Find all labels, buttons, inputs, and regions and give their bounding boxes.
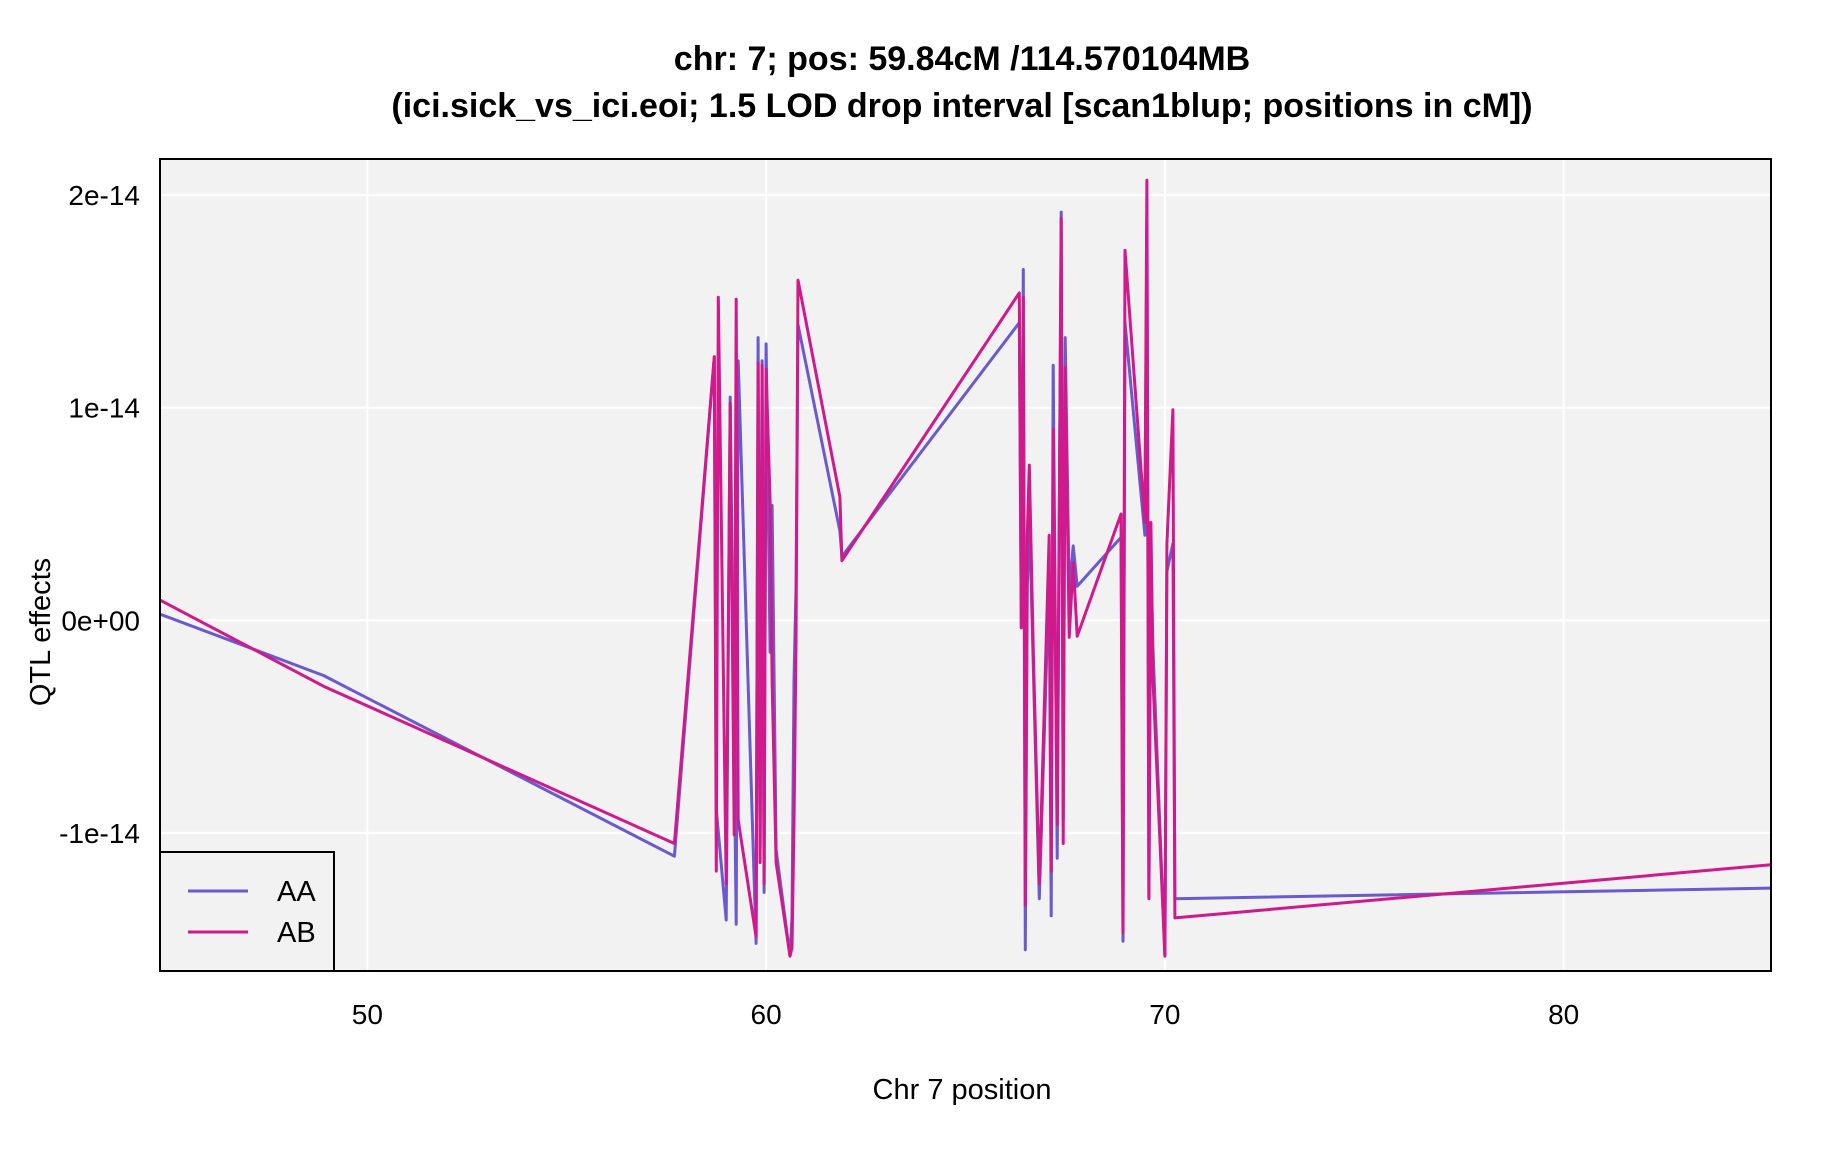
x-tick-label: 80: [1548, 999, 1579, 1030]
y-axis-label: QTL effects: [25, 558, 57, 706]
x-axis-ticks: 50 60 70 80: [352, 999, 1579, 1030]
legend-label-aa: AA: [277, 876, 316, 908]
y-tick-label: 2e-14: [68, 180, 140, 211]
y-tick-label: 0e+00: [61, 605, 140, 636]
series-layer: [160, 178, 1771, 958]
x-tick-label: 70: [1149, 999, 1180, 1030]
y-tick-label: 1e-14: [68, 393, 140, 424]
y-tick-label: -1e-14: [59, 818, 140, 849]
x-tick-label: 60: [751, 999, 782, 1030]
chart-title: chr: 7; pos: 59.84cM /114.570104MB: [674, 40, 1250, 78]
plot-border: [159, 158, 1772, 972]
plot-area: [160, 159, 1771, 971]
legend-box: [159, 851, 335, 972]
legend-label-ab: AB: [277, 917, 316, 949]
chart-subtitle: (ici.sick_vs_ici.eoi; 1.5 LOD drop inter…: [391, 87, 1532, 125]
legend: AA AB: [159, 851, 335, 972]
series-line-ab: [160, 178, 1771, 958]
x-tick-label: 50: [352, 999, 383, 1030]
x-axis-label: Chr 7 position: [873, 1074, 1052, 1106]
y-axis-ticks: -1e-14 0e+00 1e-14 2e-14: [59, 180, 140, 849]
